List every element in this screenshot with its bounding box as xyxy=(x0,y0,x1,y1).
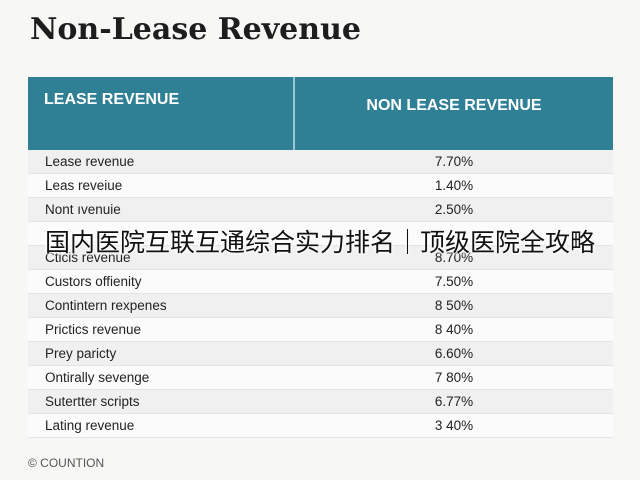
table-body: Lease revenue 7.70% Leas reveiue 1.40% Nont … xyxy=(28,150,613,438)
table-cell: 2.50% xyxy=(434,202,474,217)
table-row: Sutertter scripts 6.77% xyxy=(28,390,613,414)
table-cell: Lease revenue xyxy=(45,154,135,169)
footer: © COUNTION xyxy=(28,456,105,470)
table-row: Leas reveiue 1.40% xyxy=(28,174,613,198)
table-row: Prey paricty 6.60% xyxy=(28,342,613,366)
table-row: Custors offienity 7.50% xyxy=(28,270,613,294)
table-row: Cticis revenue 8.70% xyxy=(28,246,613,270)
table-cell: Contintern rexpenes xyxy=(45,298,167,313)
table-cell: Cticis revenue xyxy=(45,250,131,265)
table-cell: Nont ıvenuie xyxy=(45,202,121,217)
table-cell: 7.50% xyxy=(434,274,474,289)
table-cell: Prictics revenue xyxy=(45,322,142,337)
table-row: Prictics revenue 8 40% xyxy=(28,318,613,342)
table-row: Nont ıvenuie 2.50% xyxy=(28,198,613,222)
table-cell: Lating revenue xyxy=(45,418,135,433)
table-cell: Ontirally sevenge xyxy=(45,370,150,385)
table-cell: 8 50% xyxy=(434,298,474,313)
table-row: Ontirally sevenge 7 80% xyxy=(28,366,613,390)
table-cell: 7.70% xyxy=(434,154,474,169)
header-cell: LEASE REVENUE xyxy=(28,77,295,150)
table-cell: 8.70% xyxy=(434,250,474,265)
table-cell: 1.40% xyxy=(434,178,474,193)
header-cell: NON LEASE REVENUE xyxy=(366,97,542,114)
table-cell: 3 40% xyxy=(434,418,474,433)
table-row: Contintern rexpenes 8 50% xyxy=(28,294,613,318)
table-cell: Sutertter scripts xyxy=(45,394,140,409)
table-cell: 6.77% xyxy=(434,394,474,409)
table-cell: 6.60% xyxy=(434,346,474,361)
table-cell: Prey paricty xyxy=(45,346,117,361)
table-row: Lating revenue 3 40% xyxy=(28,414,613,438)
table-row-hidden xyxy=(28,222,613,246)
caption-overlay: 国内医院互联互通综合实力排名｜顶级医院全攻略 xyxy=(44,229,595,257)
table-cell: Custors offienity xyxy=(45,274,142,289)
table: LEASE REVENUE NON LEASE REVENUE Lease re… xyxy=(28,77,613,438)
table-row: Lease revenue 7.70% xyxy=(28,150,613,174)
table-cell: 7 80% xyxy=(434,370,474,385)
table-cell: 8 40% xyxy=(434,322,474,337)
table-header: LEASE REVENUE NON LEASE REVENUE xyxy=(28,77,613,150)
table-cell: Leas reveiue xyxy=(45,178,123,193)
title: Non-Lease Revenue xyxy=(30,12,361,47)
